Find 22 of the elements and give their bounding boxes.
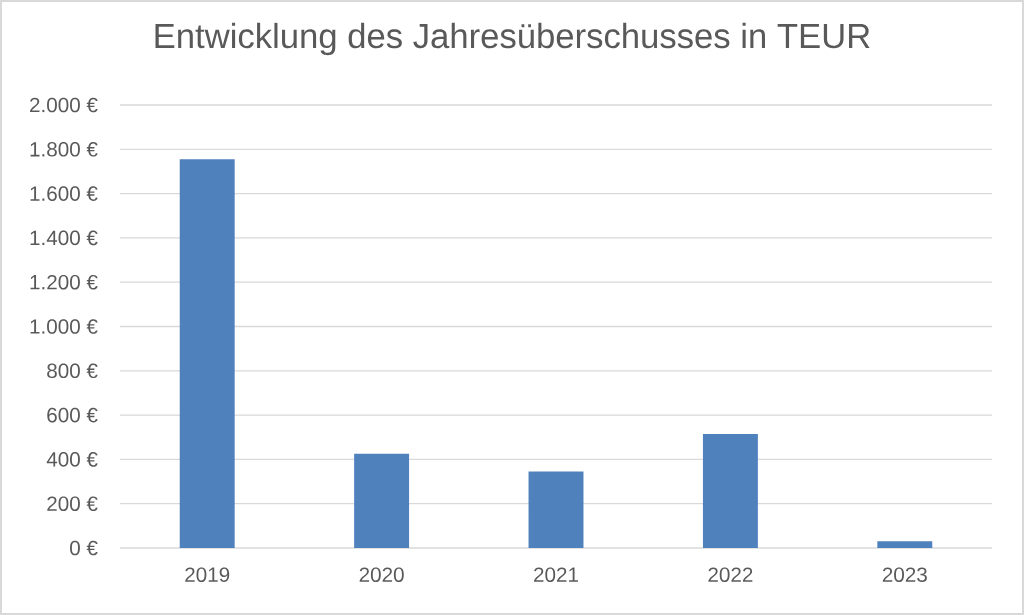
bar: [877, 541, 933, 548]
bar: [179, 159, 235, 548]
y-tick-label: 400 €: [46, 452, 98, 467]
x-tick-label: 2022: [708, 567, 753, 583]
y-tick-label: 1.800 €: [30, 141, 98, 157]
y-tick-label: 800 €: [47, 363, 98, 379]
x-tick-label: 2023: [882, 567, 927, 583]
y-tick-label: 1.600 €: [30, 186, 98, 201]
bar: [354, 453, 410, 548]
y-tick-label: 200 €: [47, 496, 98, 512]
y-tick-label: 2.000 €: [30, 97, 98, 113]
x-tick-label: 2021: [534, 567, 578, 583]
bar: [702, 433, 758, 548]
chart-title: Entwicklung des Jahresüberschusses in TEUR: [155, 22, 870, 56]
y-tick-label: 1.400 €: [30, 230, 98, 246]
y-tick-label: 600 €: [47, 407, 98, 423]
x-tick-label: 2019: [185, 567, 230, 583]
x-tick-label: 2020: [359, 567, 404, 583]
y-tick-label: 0 €: [70, 540, 98, 556]
bar: [528, 471, 584, 548]
y-tick-label: 1.000 €: [30, 319, 98, 334]
y-tick-label: 1.200 €: [30, 274, 98, 290]
